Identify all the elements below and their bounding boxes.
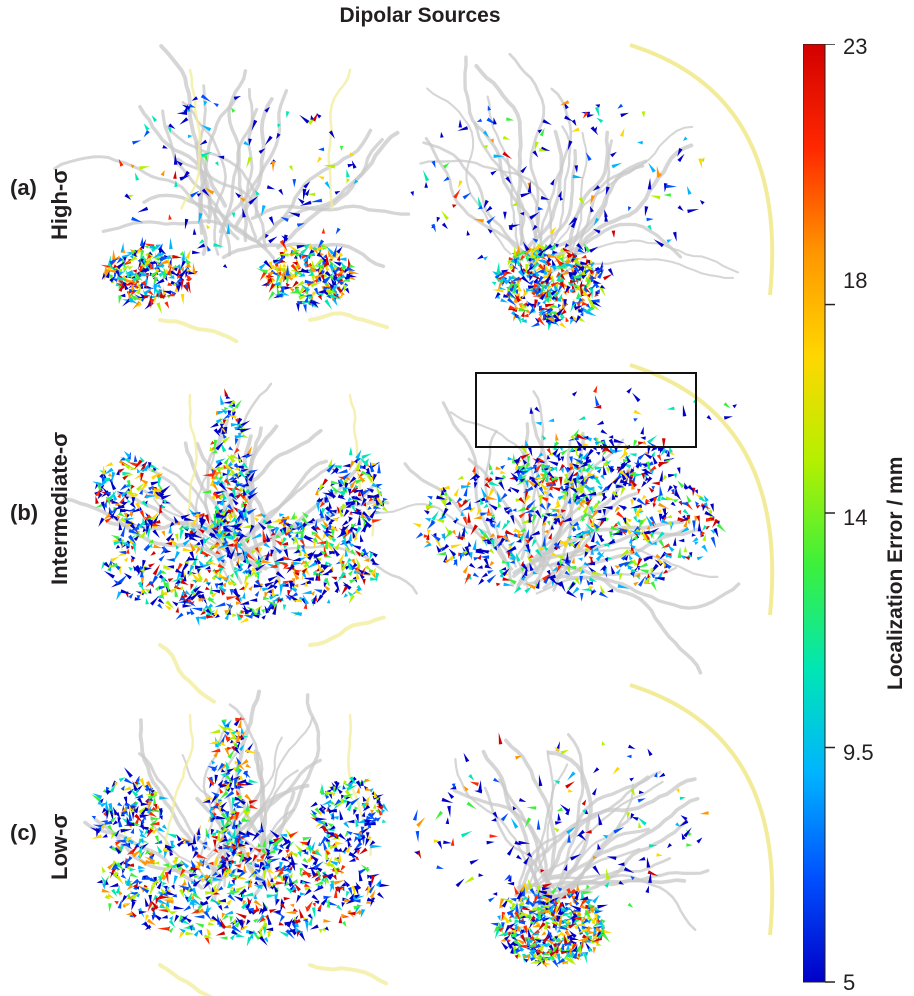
row-c-label: (c) xyxy=(10,820,37,845)
figure-title: Dipolar Sources xyxy=(339,4,501,27)
colorbar-tick-18: 18 xyxy=(843,268,868,293)
lateral-view-panel xyxy=(375,363,775,675)
colorbar-tick-23: 23 xyxy=(843,34,868,59)
row-a-sigma-label: High-σ xyxy=(47,168,72,240)
colorbar xyxy=(803,44,835,983)
frontal-view-panel xyxy=(63,382,418,704)
colorbar-tick-5: 5 xyxy=(843,970,856,995)
highlight-rectangle xyxy=(475,372,697,448)
panels-canvas xyxy=(53,43,775,996)
frontal-view-panel xyxy=(83,689,390,996)
colorbar-label: Localization Error / mm xyxy=(884,456,907,690)
frontal-view-panel xyxy=(53,44,411,344)
colorbar-tick-9-5: 9.5 xyxy=(843,740,874,765)
lateral-view-panel xyxy=(410,43,775,331)
row-c-sigma-label: Low-σ xyxy=(47,813,72,880)
row-b-sigma-label: Intermediate-σ xyxy=(47,431,72,585)
row-b-label: (b) xyxy=(10,500,39,525)
colorbar-tick-14: 14 xyxy=(843,505,868,530)
colorbar-gradient xyxy=(803,44,826,983)
row-a-label: (a) xyxy=(10,175,37,200)
lateral-view-panel xyxy=(412,683,775,968)
